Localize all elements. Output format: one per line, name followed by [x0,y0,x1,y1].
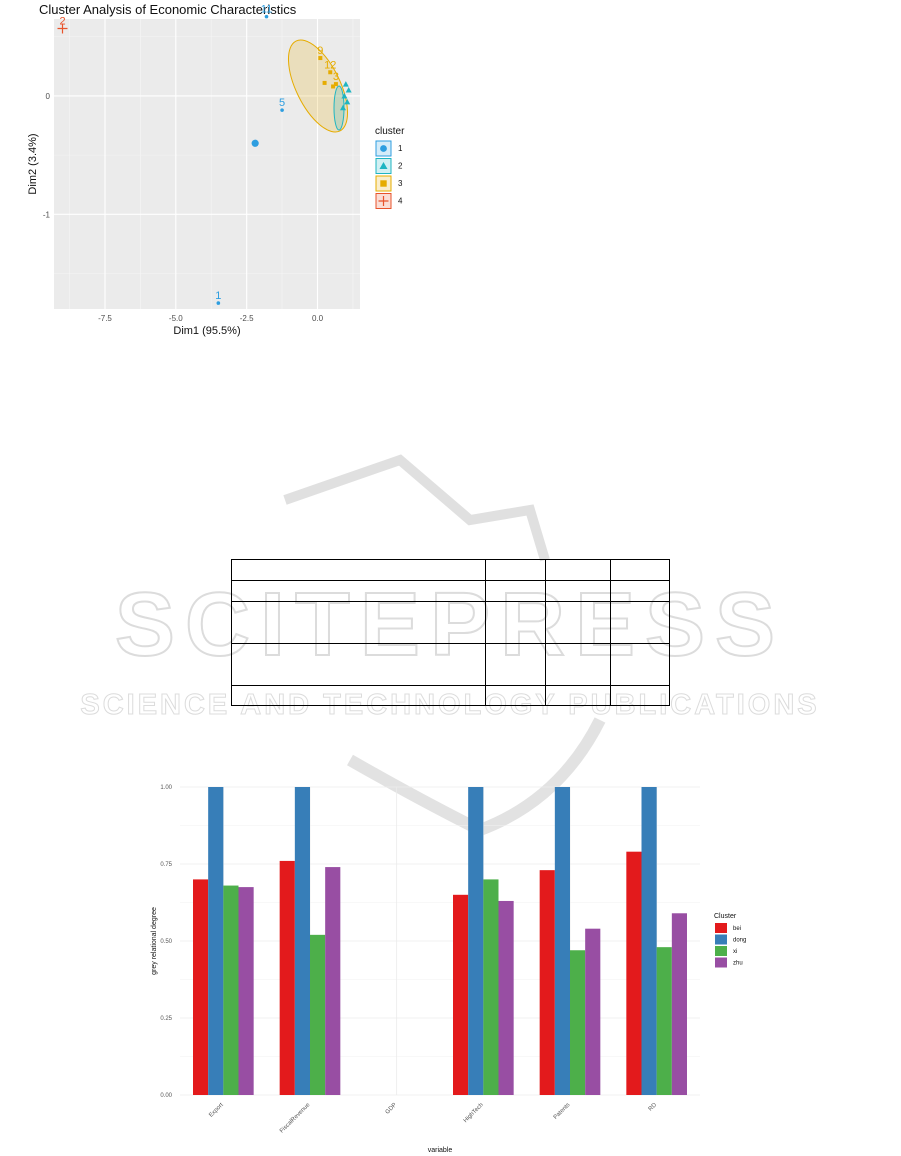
x-tick-label: HighTech [463,1102,485,1124]
data-point [280,108,284,112]
bar [468,787,484,1095]
bar [193,879,209,1095]
legend-label: 4 [398,197,403,206]
bar [453,894,469,1095]
point-label: 1 [215,290,221,302]
bar [585,928,601,1095]
legend-label: xi [733,949,737,955]
cluster-chart-title: Cluster Analysis of Economic Characteris… [39,2,297,17]
bar [223,885,239,1095]
bar [671,913,687,1095]
bar [483,879,499,1095]
legend-symbol [378,196,389,206]
data-point [322,80,327,85]
point-label: 9 [317,45,323,57]
legend-swatch [715,946,727,956]
bar [570,950,586,1095]
cluster-3-ellipse [287,39,349,133]
legend-label: zhu [733,961,743,967]
x-axis-title: variable [428,1147,453,1154]
x-tick-label: RD [648,1102,659,1113]
point-label: 11 [261,4,272,16]
empty-table [231,559,670,706]
legend-symbol [380,145,387,152]
legend-swatch [715,923,727,933]
legend-swatch [715,957,727,968]
data-point [342,81,349,87]
y-tick-label: 0 [46,92,51,101]
bar [641,787,657,1095]
data-point [344,98,351,105]
legend-label: bei [733,926,741,932]
point-label: 5 [279,97,285,109]
legend-label: 3 [398,179,403,188]
y-tick-label: 0.50 [160,939,172,945]
bar [626,851,642,1095]
data-point [216,301,221,305]
point-label: 2 [59,15,65,27]
data-point [333,82,338,87]
x-tick-label: GDP [385,1102,398,1115]
bar [656,947,672,1095]
y-axis-title: grey relational degree [151,907,158,975]
legend-title: Cluster [714,913,737,920]
legend-swatch [715,934,727,945]
data-point [331,84,336,89]
y-tick-label: 0.00 [160,1093,172,1099]
bar [539,870,555,1095]
table-row [231,601,670,644]
legend-label: 1 [398,144,403,153]
bar [208,787,224,1095]
x-tick-label: 0.0 [312,314,324,323]
x-tick-label: Patents [553,1102,572,1121]
x-tick-label: -7.5 [98,314,112,323]
legend-title: cluster [375,126,405,137]
y-axis-title: Dim2 (3.4%) [27,133,39,194]
table-row [231,685,670,706]
bar [238,887,254,1095]
data-point [341,92,348,99]
point-label: 3 [333,71,339,83]
data-point [57,23,68,34]
x-tick-label: FiscalRevenue [279,1102,312,1135]
data-point [318,56,323,61]
table-row [231,580,670,602]
legend-symbol [380,180,387,187]
table-row [231,643,670,686]
watermark-book-shape [283,454,550,562]
bar [498,900,514,1095]
bar [294,787,310,1095]
point-label: 12 [324,59,336,71]
bar [310,934,326,1095]
y-tick-label: 0.75 [160,862,172,868]
data-point [264,14,269,19]
legend-symbol [379,162,388,169]
bar [554,787,570,1095]
cluster-centroid [251,139,259,147]
x-tick-label: -5.0 [169,314,183,323]
x-tick-label: Export [208,1102,225,1119]
y-tick-label: -1 [43,210,51,219]
data-point [345,87,352,93]
y-tick-label: 0.25 [160,1016,172,1022]
data-point [340,104,346,111]
x-tick-label: -2.5 [240,314,254,323]
legend-label: dong [733,938,746,944]
bar [279,860,295,1095]
x-axis-title: Dim1 (95.5%) [173,325,240,337]
table-row [231,559,670,581]
legend-label: 2 [398,162,403,171]
data-point [328,70,333,75]
bar [325,867,341,1095]
y-tick-label: 1.00 [160,785,172,791]
